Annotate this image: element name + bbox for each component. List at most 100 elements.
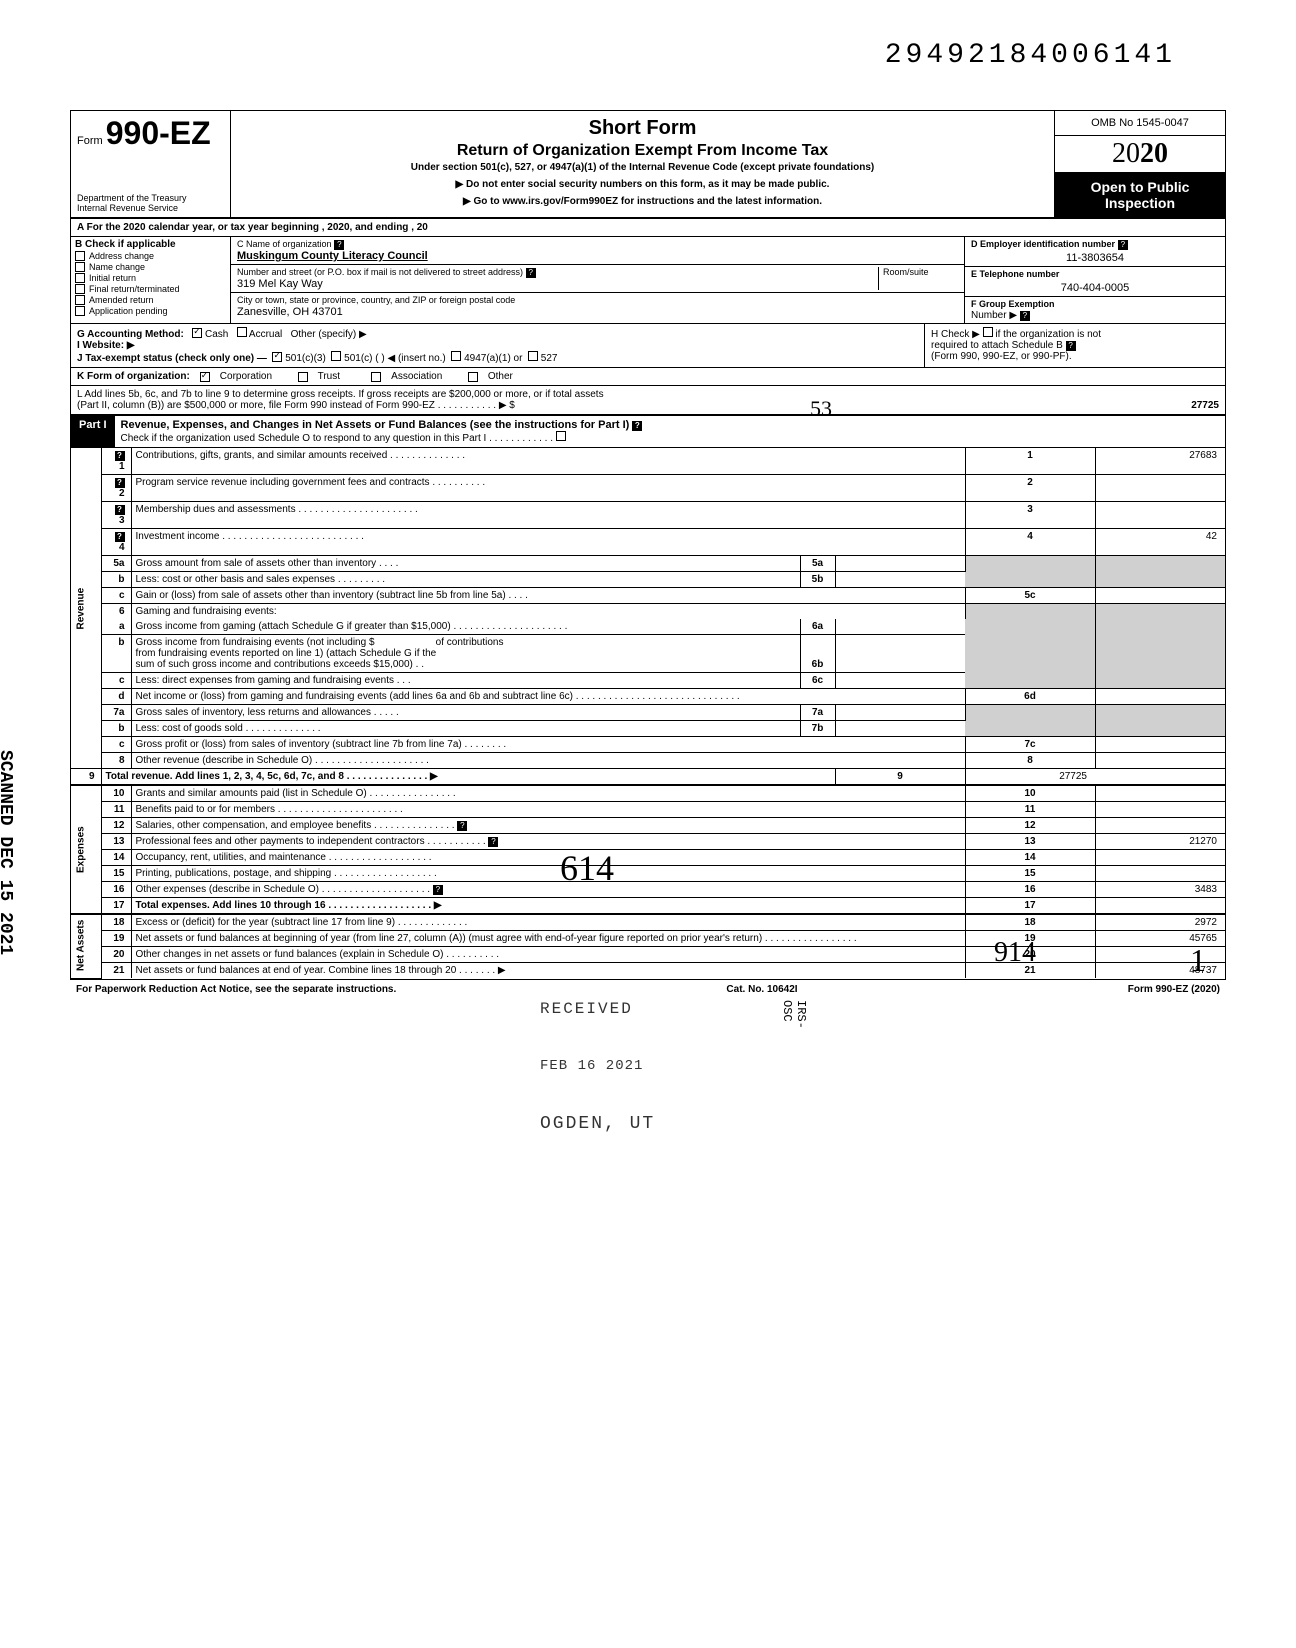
help-icon[interactable]: ? — [488, 837, 498, 847]
shaded-cell — [1095, 604, 1225, 689]
label-h-check: H Check ▶ — [931, 329, 980, 340]
line-desc: Total revenue. Add lines 1, 2, 3, 4, 5c,… — [101, 769, 835, 786]
open-to-public: Open to Public Inspection — [1055, 173, 1225, 217]
line-mid-value — [835, 673, 965, 689]
line-box: 6d — [965, 689, 1095, 705]
line-desc: Contributions, gifts, grants, and simila… — [131, 448, 965, 475]
check-527[interactable] — [528, 351, 538, 361]
check-other-org[interactable] — [468, 372, 478, 382]
handwrite-53: 53 — [810, 396, 832, 422]
line-box: 18 — [965, 914, 1095, 931]
line-mid-value — [835, 635, 965, 673]
check-schedule-o[interactable] — [556, 431, 566, 441]
check-501c3[interactable] — [272, 352, 282, 362]
help-icon[interactable]: ? — [526, 268, 536, 278]
check-accrual[interactable] — [237, 327, 247, 337]
help-icon[interactable]: ? — [115, 478, 125, 488]
line-mid-box: 6a — [800, 619, 835, 635]
line-mid-value — [835, 556, 965, 572]
label-527: 527 — [541, 353, 558, 364]
line-num: d — [101, 689, 131, 705]
line-num: b — [101, 721, 131, 737]
shaded-cell — [1095, 705, 1225, 737]
signature-614: 614 — [560, 847, 614, 889]
label-4947: 4947(a)(1) or — [464, 353, 522, 364]
line-num: 3 — [119, 515, 125, 526]
line-desc: Benefits paid to or for members . . . . … — [131, 802, 965, 818]
label-form-org: K Form of organization: — [77, 371, 190, 382]
help-icon[interactable]: ? — [632, 421, 642, 431]
help-icon[interactable]: ? — [115, 532, 125, 542]
line-desc: Gross sales of inventory, less returns a… — [131, 705, 800, 721]
check-501c[interactable] — [331, 351, 341, 361]
line-num: 1 — [119, 461, 125, 472]
check-cash[interactable] — [192, 328, 202, 338]
line-num: 10 — [101, 785, 131, 802]
line-box: 2 — [965, 475, 1095, 502]
line-box: 1 — [965, 448, 1095, 475]
check-amended-return[interactable] — [75, 295, 85, 305]
line-desc: Less: cost of goods sold . . . . . . . .… — [131, 721, 800, 737]
check-corporation[interactable] — [200, 372, 210, 382]
check-name-change[interactable] — [75, 262, 85, 272]
instruction-ssn: ▶ Do not enter social security numbers o… — [237, 179, 1048, 190]
check-initial-return[interactable] — [75, 273, 85, 283]
help-icon[interactable]: ? — [334, 240, 344, 250]
label-group-exemption: F Group Exemption — [971, 299, 1055, 309]
label-h-line2: required to attach Schedule B — [931, 340, 1063, 351]
line-value: 2972 — [1095, 914, 1225, 931]
line-desc: Gross income from gaming (attach Schedul… — [131, 619, 800, 635]
line-desc: Other changes in net assets or fund bala… — [131, 947, 965, 963]
shaded-cell — [1095, 556, 1225, 588]
help-icon[interactable]: ? — [1066, 341, 1076, 351]
line-desc: Net assets or fund balances at beginning… — [131, 931, 965, 947]
part1-label: Part I — [71, 416, 115, 447]
label-amended-return: Amended return — [89, 295, 154, 305]
help-icon[interactable]: ? — [115, 505, 125, 515]
check-address-change[interactable] — [75, 251, 85, 261]
line-num: 18 — [101, 914, 131, 931]
row-a-calendar-year: A For the 2020 calendar year, or tax yea… — [71, 219, 1225, 237]
line-num: 13 — [101, 834, 131, 850]
line-mid-value — [835, 619, 965, 635]
check-trust[interactable] — [298, 372, 308, 382]
line-mid-value — [835, 721, 965, 737]
line-num: a — [101, 619, 131, 635]
line-value — [1095, 818, 1225, 834]
year-bold: 20 — [1140, 138, 1168, 169]
part1-header-row: Part I Revenue, Expenses, and Changes in… — [71, 416, 1225, 448]
help-icon[interactable]: ? — [457, 821, 467, 831]
section-c: C Name of organization ? Muskingum Count… — [231, 237, 965, 323]
label-phone: E Telephone number — [971, 269, 1059, 279]
check-association[interactable] — [371, 372, 381, 382]
help-icon[interactable]: ? — [1118, 240, 1128, 250]
form-header: Form 990-EZ Department of the Treasury I… — [71, 111, 1225, 219]
check-4947[interactable] — [451, 351, 461, 361]
line-value — [1095, 850, 1225, 866]
title-short-form: Short Form — [237, 117, 1048, 140]
row-gh: G Accounting Method: Cash Accrual Other … — [71, 324, 1225, 368]
line-desc: Grants and similar amounts paid (list in… — [131, 785, 965, 802]
line-num: c — [101, 737, 131, 753]
page-footer: For Paperwork Reduction Act Notice, see … — [70, 980, 1226, 999]
help-icon[interactable]: ? — [1020, 311, 1030, 321]
line-desc: Membership dues and assessments . . . . … — [131, 502, 965, 529]
row-l-value: 27725 — [1089, 400, 1219, 411]
row-l-text2: (Part II, column (B)) are $500,000 or mo… — [77, 400, 1089, 411]
form-990ez: Form 990-EZ Department of the Treasury I… — [70, 110, 1226, 980]
line-value — [1095, 475, 1225, 502]
line-value — [1095, 689, 1225, 705]
line-value — [1095, 785, 1225, 802]
help-icon[interactable]: ? — [433, 885, 443, 895]
label-initial-return: Initial return — [89, 273, 136, 283]
check-schedule-b[interactable] — [983, 327, 993, 337]
document-control-number: 29492184006141 — [885, 40, 1176, 71]
check-application-pending[interactable] — [75, 306, 85, 316]
line-num: 15 — [101, 866, 131, 882]
line-num: 16 — [101, 882, 131, 898]
label-cash: Cash — [205, 329, 228, 340]
check-final-return[interactable] — [75, 284, 85, 294]
header-right: OMB No 1545-0047 2020 Open to Public Ins… — [1055, 111, 1225, 217]
handwrite-corner: 1 — [1190, 942, 1206, 979]
help-icon[interactable]: ? — [115, 451, 125, 461]
